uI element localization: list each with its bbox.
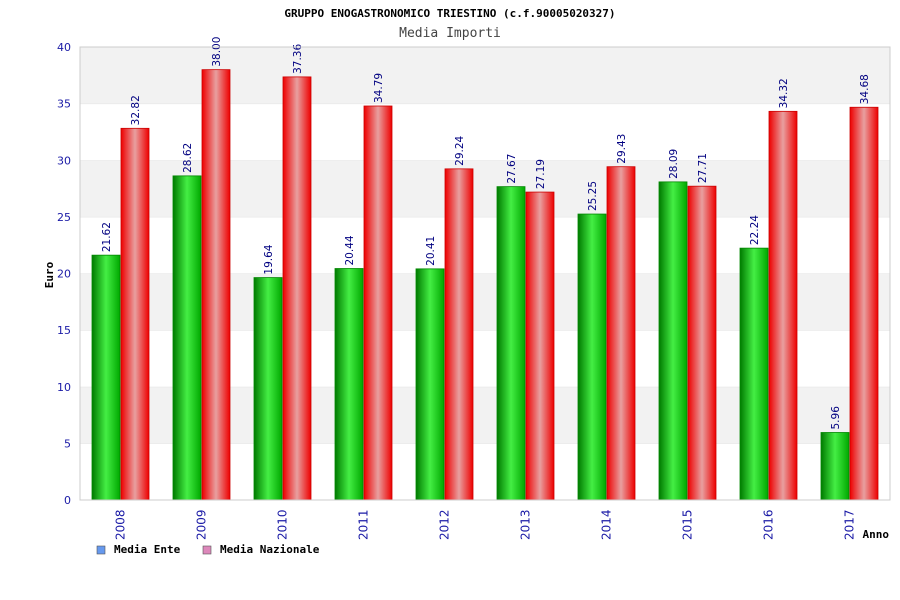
bar-media-nazionale-2017[interactable] xyxy=(849,106,879,501)
data-label: 29.24 xyxy=(454,135,466,165)
x-axis-ticks: 2008 2009 2010 2011 2012 2013 2014 2015 2016 2017 xyxy=(114,509,857,540)
grid-band xyxy=(80,216,890,274)
data-label: 34.68 xyxy=(859,74,871,104)
data-label: 19.64 xyxy=(263,244,275,274)
x-tick-label: 2017 xyxy=(843,509,857,540)
y-tick-label: 35 xyxy=(57,98,71,111)
bar-media-nazionale-2014[interactable] xyxy=(606,166,636,501)
bar-media-ente-2011[interactable] xyxy=(334,268,364,501)
x-tick-label: 2014 xyxy=(600,509,614,540)
data-label: 29.43 xyxy=(616,134,628,164)
y-tick-label: 0 xyxy=(64,494,71,507)
x-tick-label: 2016 xyxy=(762,509,776,540)
bar-media-nazionale-2013[interactable] xyxy=(525,191,555,501)
data-label: 38.00 xyxy=(211,37,223,67)
x-tick-label: 2015 xyxy=(681,509,695,540)
grid-band xyxy=(80,443,890,500)
data-label: 20.44 xyxy=(344,235,356,265)
bar-media-nazionale-2012[interactable] xyxy=(444,168,474,501)
data-label: 34.79 xyxy=(373,73,385,103)
grid-bands xyxy=(80,46,890,500)
data-label: 27.67 xyxy=(506,154,518,184)
data-label: 20.41 xyxy=(425,236,437,266)
data-label: 27.71 xyxy=(697,153,709,183)
y-tick-label: 25 xyxy=(57,211,71,224)
chart-subtitle: Media Importi xyxy=(399,26,501,41)
y-tick-label: 15 xyxy=(57,324,71,337)
chart-title: GRUPPO ENOGASTRONOMICO TRIESTINO (c.f.90… xyxy=(284,7,615,20)
data-label: 28.62 xyxy=(182,143,194,173)
data-label: 21.62 xyxy=(101,222,113,252)
grid-band xyxy=(80,273,890,331)
data-label: 28.09 xyxy=(668,149,680,179)
bar-media-nazionale-2009[interactable] xyxy=(201,69,231,501)
legend-label-media-nazionale: Media Nazionale xyxy=(220,543,320,556)
y-axis-ticks: 0 5 10 15 20 25 30 35 40 xyxy=(57,41,71,507)
bar-media-ente-2016[interactable] xyxy=(739,247,769,501)
bar-media-ente-2015[interactable] xyxy=(658,181,688,501)
legend: Media Ente Media Nazionale xyxy=(96,543,320,556)
bar-media-ente-2017[interactable] xyxy=(820,432,850,501)
grid-band xyxy=(80,386,890,444)
legend-swatch-media-ente xyxy=(96,545,106,555)
legend-swatch-media-nazionale xyxy=(202,545,212,555)
bar-media-ente-2013[interactable] xyxy=(496,186,526,501)
bar-media-ente-2012[interactable] xyxy=(415,268,445,501)
bar-media-nazionale-2010[interactable] xyxy=(282,76,312,501)
bars xyxy=(91,69,879,501)
grid-band xyxy=(80,47,890,104)
legend-item-media-nazionale[interactable]: Media Nazionale xyxy=(202,543,320,556)
x-tick-label: 2008 xyxy=(114,509,128,540)
legend-label-media-ente: Media Ente xyxy=(114,543,181,556)
x-tick-label: 2009 xyxy=(195,509,209,540)
x-axis-label: Anno xyxy=(863,528,890,541)
grid-band xyxy=(80,103,890,161)
data-label: 37.36 xyxy=(292,44,304,74)
y-axis-label: Euro xyxy=(43,261,56,288)
data-label: 22.24 xyxy=(749,215,761,245)
legend-item-media-ente[interactable]: Media Ente xyxy=(96,543,181,556)
y-tick-label: 30 xyxy=(57,154,71,167)
y-tick-label: 10 xyxy=(57,381,71,394)
bar-media-ente-2010[interactable] xyxy=(253,277,283,501)
grid-band xyxy=(80,160,890,217)
y-tick-label: 40 xyxy=(57,41,71,54)
data-labels: 21.62 32.82 28.62 38.00 19.64 37.36 20.44 34.79… xyxy=(101,37,871,430)
data-label: 25.25 xyxy=(587,181,599,211)
data-label: 32.82 xyxy=(130,95,142,125)
grid-band xyxy=(80,330,890,387)
x-tick-label: 2013 xyxy=(519,509,533,540)
plot-frame xyxy=(79,46,891,501)
bar-media-ente-2008[interactable] xyxy=(91,254,121,501)
bar-media-nazionale-2008[interactable] xyxy=(120,127,150,501)
data-label: 34.32 xyxy=(778,78,790,108)
y-tick-label: 20 xyxy=(57,268,71,281)
y-tick-label: 5 xyxy=(64,437,71,450)
bar-media-nazionale-2016[interactable] xyxy=(768,110,798,501)
data-label: 27.19 xyxy=(535,159,547,189)
x-tick-label: 2010 xyxy=(276,509,290,540)
bar-media-nazionale-2015[interactable] xyxy=(687,185,717,501)
bar-media-nazionale-2011[interactable] xyxy=(363,105,393,501)
bar-media-ente-2009[interactable] xyxy=(172,175,202,501)
x-tick-label: 2012 xyxy=(438,509,452,540)
bar-media-ente-2014[interactable] xyxy=(577,213,607,501)
data-label: 5.96 xyxy=(830,406,842,430)
x-tick-label: 2011 xyxy=(357,509,371,540)
